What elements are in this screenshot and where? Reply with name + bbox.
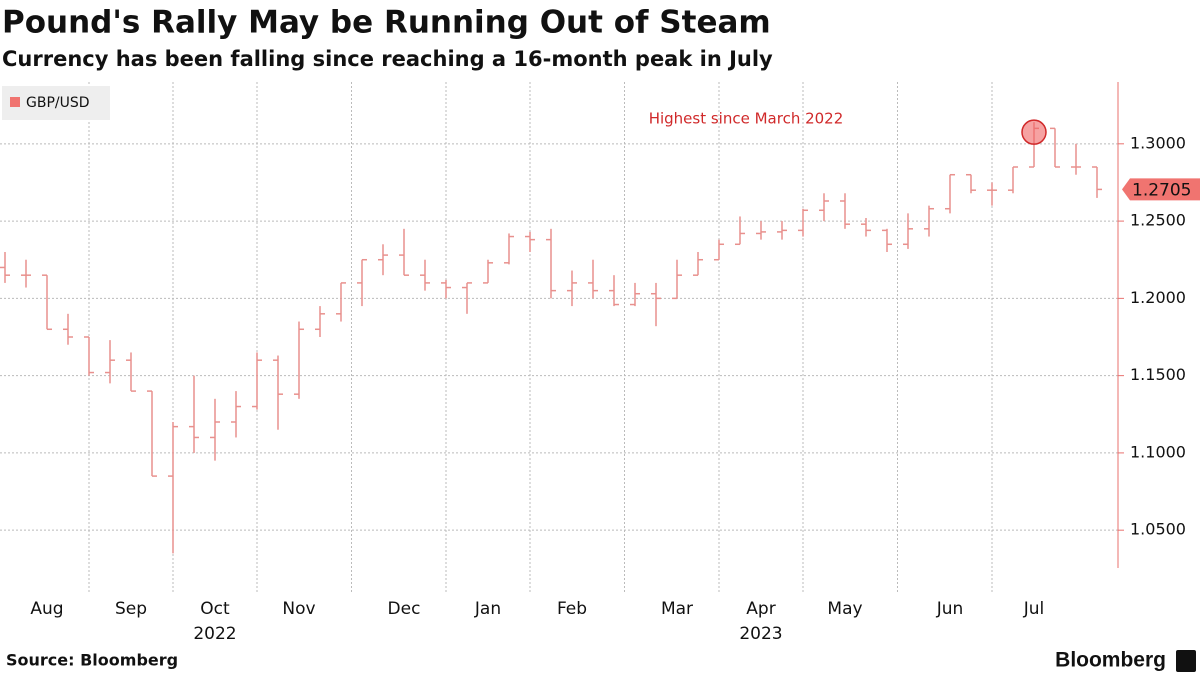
x-tick-label: Feb — [557, 599, 587, 619]
y-tick-label: 1.1500 — [1130, 365, 1186, 384]
chart-title: Pound's Rally May be Running Out of Stea… — [2, 5, 771, 41]
brand-icon — [1176, 650, 1196, 672]
x-tick-label: Oct — [200, 599, 230, 619]
x-tick-label: Nov — [282, 599, 315, 619]
peak-marker — [1021, 119, 1047, 145]
x-tick-label: Jul — [1023, 599, 1045, 619]
last-value-tag — [1122, 178, 1200, 201]
chart-subtitle: Currency has been falling since reaching… — [2, 47, 773, 71]
year-label: 2023 — [739, 624, 782, 644]
legend-label: GBP/USD — [26, 95, 90, 111]
year-label: 2022 — [193, 624, 236, 644]
y-tick-label: 1.2500 — [1130, 211, 1186, 230]
x-tick-label: Dec — [388, 599, 421, 619]
annotation: Highest since March 2022 — [649, 110, 844, 128]
x-tick-label: Jun — [936, 599, 964, 619]
legend-swatch — [10, 97, 20, 107]
y-tick-label: 1.0500 — [1130, 520, 1186, 539]
y-tick-label: 1.2000 — [1130, 288, 1186, 307]
x-tick-label: Mar — [661, 599, 693, 619]
last-value-label: 1.2705 — [1132, 180, 1191, 200]
y-tick-label: 1.3000 — [1130, 133, 1186, 152]
x-tick-label: Apr — [746, 599, 775, 619]
x-tick-label: Aug — [30, 599, 63, 619]
x-tick-label: Sep — [115, 599, 147, 619]
source: Source: Bloomberg — [6, 651, 178, 670]
x-tick-label: Jan — [474, 599, 501, 619]
y-tick-label: 1.1000 — [1130, 442, 1186, 461]
brand: Bloomberg — [1055, 649, 1166, 672]
x-tick-label: May — [827, 599, 862, 619]
